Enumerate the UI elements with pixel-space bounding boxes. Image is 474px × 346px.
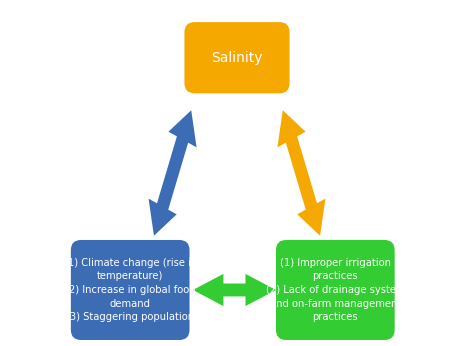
FancyBboxPatch shape: [71, 240, 190, 340]
Polygon shape: [277, 110, 326, 236]
FancyBboxPatch shape: [184, 22, 290, 93]
Text: Salinity: Salinity: [211, 51, 263, 65]
Text: (1) Improper irrigation
practices
(2) Lack of drainage system
and on-farm manage: (1) Improper irrigation practices (2) La…: [265, 258, 405, 322]
Text: (1) Climate change (rise in
temperature)
(2) Increase in global food
demand
(3) : (1) Climate change (rise in temperature)…: [64, 258, 197, 322]
Polygon shape: [148, 110, 197, 236]
FancyBboxPatch shape: [276, 240, 395, 340]
Polygon shape: [193, 274, 276, 306]
